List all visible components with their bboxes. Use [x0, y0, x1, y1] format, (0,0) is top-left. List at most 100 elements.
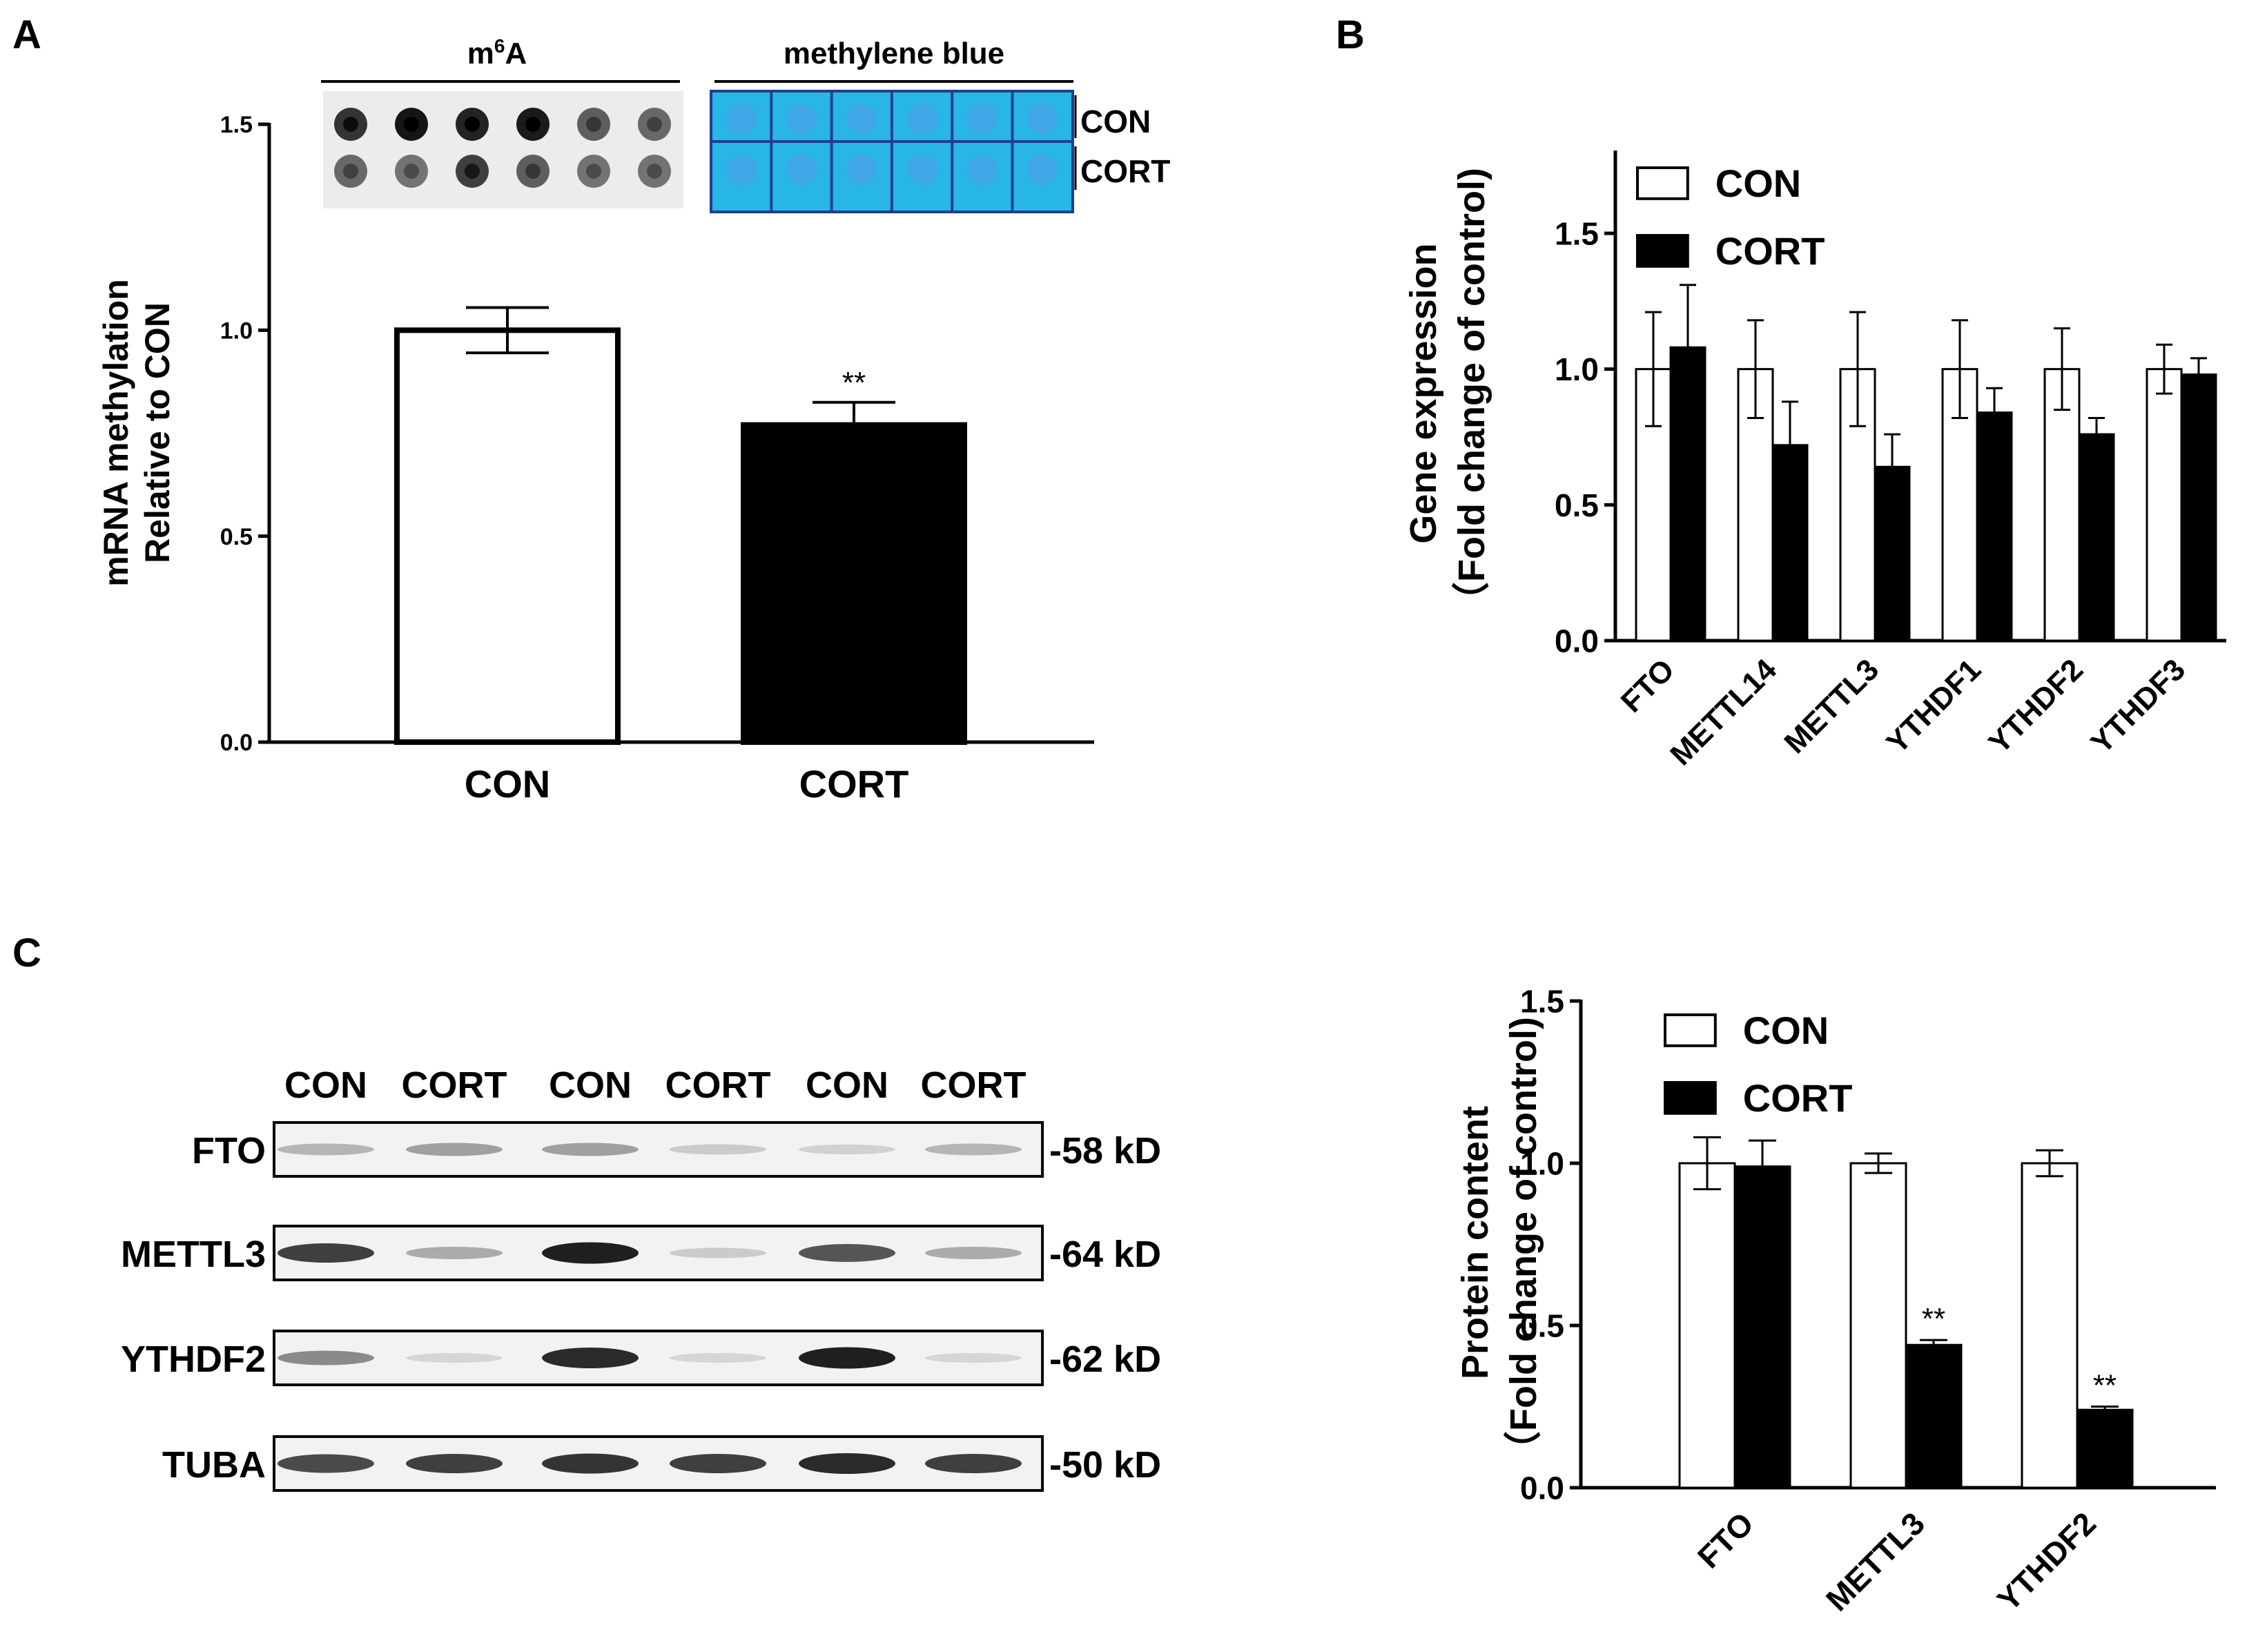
blot-size-label: -58 kD — [1049, 1130, 1161, 1172]
blot-protein-label: METTL3 — [121, 1234, 266, 1275]
significance-label: ** — [842, 366, 866, 400]
stain-spot — [786, 155, 817, 185]
dot-blot-spot-core — [404, 164, 419, 179]
stain-spot — [967, 155, 998, 185]
y-axis-label-line1: Gene expression — [1403, 243, 1444, 543]
blot-band — [670, 1247, 766, 1259]
dot-blot-title-end: A — [505, 37, 527, 70]
blot-band — [670, 1353, 766, 1363]
bar-cort-ythdf2 — [2078, 433, 2115, 642]
lane-label: CORT — [402, 1065, 507, 1106]
blot-protein-label: YTHDF2 — [121, 1339, 266, 1380]
x-tick-label: METTL3 — [1819, 1505, 1932, 1617]
y-tick-label: 0.0 — [1555, 623, 1599, 659]
legend-swatch — [1636, 234, 1689, 268]
y-tick-label: 0.5 — [220, 524, 253, 550]
dot-blot-spot-core — [647, 117, 662, 132]
legend-label: CORT — [1715, 229, 1825, 273]
blot-band — [406, 1454, 503, 1473]
x-tick-label: YTHDF3 — [2084, 652, 2192, 760]
x-tick-label: FTO — [1691, 1505, 1760, 1575]
blot-band — [542, 1348, 639, 1368]
stain-spot — [906, 104, 937, 134]
blot-protein-label: TUBA — [162, 1444, 266, 1486]
bar-con-fto — [1678, 1162, 1736, 1489]
lane-label: CON — [806, 1065, 888, 1106]
dot-blot-spot-core — [343, 117, 358, 132]
bar-con-ythdf2 — [2021, 1162, 2079, 1489]
y-tick-label: 0.5 — [1520, 1308, 1564, 1344]
methylene-blue-stain: methylene blue CON CORT — [710, 37, 1170, 213]
x-tick-label: YTHDF1 — [1880, 652, 1987, 760]
panel-letter-b: B — [1336, 12, 1365, 57]
dot-blot-spot-core — [404, 117, 419, 132]
blot-band — [925, 1454, 1022, 1473]
y-axis-label-line2: Relative to CON — [138, 302, 177, 563]
bar-con — [394, 327, 621, 746]
y-tick-label: 1.5 — [1555, 216, 1599, 252]
blot-band — [406, 1353, 503, 1363]
dot-blot-spot-core — [586, 117, 601, 132]
x-tick-label: CORT — [799, 762, 909, 806]
legend-swatch — [1664, 1013, 1717, 1047]
legend-swatch — [1664, 1081, 1717, 1115]
panel-letter-a: A — [12, 12, 41, 57]
y-tick-label: 0.5 — [1555, 487, 1599, 523]
stain-spot — [1027, 104, 1058, 134]
blot-band — [925, 1143, 1022, 1156]
blot-band — [542, 1453, 639, 1474]
dot-blot-title-sup: 6 — [494, 35, 505, 57]
stain-spot — [846, 104, 877, 134]
stain-title: methylene blue — [784, 37, 1004, 70]
blot-band — [925, 1353, 1022, 1363]
lane-label: CORT — [921, 1065, 1027, 1106]
blot-band — [278, 1243, 374, 1263]
y-tick-label: 1.0 — [1555, 351, 1599, 387]
dot-blot-spot-core — [647, 164, 662, 179]
dot-blot-spot-core — [525, 164, 541, 179]
legend-swatch — [1636, 166, 1689, 200]
blot-strip — [273, 1330, 1044, 1386]
blot-band — [925, 1247, 1022, 1259]
blot-size-label: -64 kD — [1049, 1234, 1161, 1275]
dot-blot-spot-core — [525, 117, 541, 132]
y-axis-label: Protein content （Fold change of control) — [1455, 1017, 1544, 1468]
bar-cort-fto — [1733, 1165, 1791, 1489]
blot-strip — [273, 1435, 1044, 1492]
western-blot: CON CORT CON CORT CON CORT FTO -58 kD METTL3 -64 … — [121, 1065, 1161, 1492]
bar-cort-mettl3 — [1905, 1343, 1963, 1489]
blot-band — [799, 1244, 895, 1262]
bar-con-ythdf2 — [2043, 368, 2081, 642]
significance-label: ** — [2093, 1369, 2117, 1403]
blot-protein-label: FTO — [192, 1130, 266, 1172]
dot-blot-spot-core — [343, 164, 358, 179]
blot-band — [670, 1144, 766, 1155]
blot-band — [278, 1350, 374, 1366]
legend-label: CON — [1743, 1009, 1829, 1052]
y-axis-label: mRNA methylationRelative to CON — [97, 279, 177, 586]
y-tick-label: 1.0 — [220, 318, 253, 344]
blot-band — [542, 1242, 639, 1264]
stain-spot — [967, 104, 998, 134]
blot-strip — [273, 1225, 1044, 1281]
stain-spot — [906, 155, 937, 185]
dot-blot-spot-core — [586, 164, 601, 179]
x-tick-label: YTHDF2 — [1982, 652, 2090, 760]
bar-con-ythdf3 — [2146, 368, 2183, 642]
bar-cort-ythdf2 — [2076, 1408, 2134, 1489]
dot-blot-membrane — [323, 91, 683, 208]
dot-blot-title-base: m — [467, 37, 494, 70]
panel-letter-c: C — [12, 931, 41, 975]
legend-label: CORT — [1743, 1076, 1853, 1120]
dot-blot-title: m6A — [467, 35, 527, 70]
dot-blot-spot-core — [465, 164, 480, 179]
y-axis-label: Gene expression （Fold change of control) — [1403, 168, 1492, 619]
y-tick-label: 0.0 — [220, 730, 253, 756]
stain-spot — [726, 104, 757, 134]
blot-band — [799, 1453, 895, 1474]
blot-size-label: -62 kD — [1049, 1339, 1161, 1380]
bar-cort — [741, 422, 967, 745]
chart-b: 0.0 0.5 1.0 1.5 Gene expression （Fold change … — [1403, 150, 2226, 772]
